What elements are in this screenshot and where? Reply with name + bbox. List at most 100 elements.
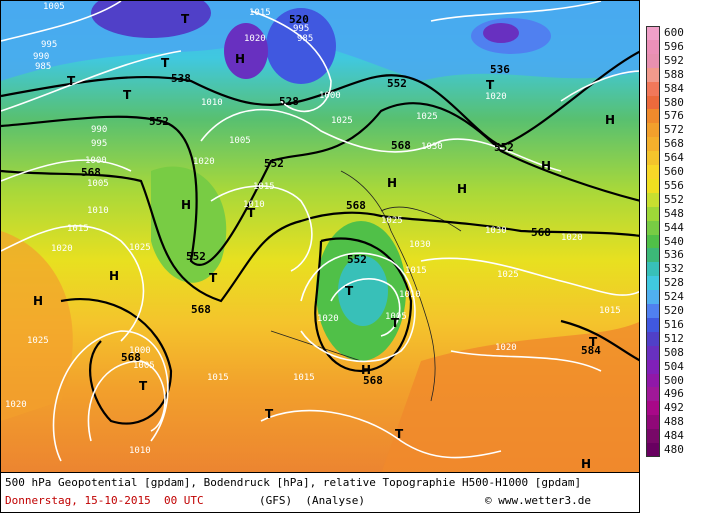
geopotential-label-536: 536 [490, 63, 510, 76]
geopotential-label-568: 568 [531, 226, 551, 239]
pressure-label: 1015 [405, 266, 427, 276]
high-marker: H [361, 363, 371, 377]
high-marker: H [605, 113, 615, 127]
legend-swatch [646, 290, 660, 305]
legend-label: 532 [664, 262, 684, 276]
pressure-label: 1010 [87, 206, 109, 216]
pressure-label: 1015 [599, 306, 621, 316]
high-marker: H [457, 182, 467, 196]
legend-label: 588 [664, 67, 684, 81]
copyright: © www.wetter3.de [485, 494, 591, 507]
low-marker: T [123, 88, 132, 102]
map-description: 500 hPa Geopotential [gpdam], Bodendruck… [5, 476, 582, 489]
pressure-label: 1005 [229, 136, 251, 146]
legend-row-520: 520 [642, 304, 704, 318]
legend-swatch [646, 443, 660, 457]
legend-swatch [646, 53, 660, 68]
pressure-label: 1015 [249, 8, 271, 18]
geopotential-label-568: 568 [191, 303, 211, 316]
legend-swatch [646, 67, 660, 82]
legend-row-536: 536 [642, 248, 704, 263]
deep-low-core [224, 23, 268, 79]
legend-swatch [646, 206, 660, 221]
legend-swatch [646, 151, 660, 166]
legend-swatch [646, 262, 660, 277]
geopotential-label-538: 538 [171, 72, 191, 85]
legend-swatch [646, 387, 660, 402]
geopotential-label-568: 568 [391, 139, 411, 152]
pressure-label: 985 [35, 62, 51, 72]
legend-row-548: 548 [642, 206, 704, 221]
legend-row-512: 512 [642, 331, 704, 346]
low-marker: T [486, 78, 495, 92]
legend-row-572: 572 [642, 123, 704, 138]
low-marker: T [67, 74, 76, 88]
pressure-label: 1020 [495, 343, 517, 353]
legend-label: 564 [664, 151, 684, 165]
forecast-date: Donnerstag, 15-10-2015 00 UTC [5, 494, 204, 507]
geopotential-label-552: 552 [264, 157, 284, 170]
high-marker: H [33, 294, 43, 308]
pressure-label: 995 [91, 139, 107, 149]
legend-label: 484 [664, 429, 684, 443]
legend-label: 592 [664, 53, 684, 67]
legend-row-576: 576 [642, 109, 704, 124]
legend-row-596: 596 [642, 39, 704, 54]
legend-row-544: 544 [642, 220, 704, 235]
geopotential-label-552: 552 [387, 77, 407, 90]
geopotential-label-552: 552 [149, 115, 169, 128]
pressure-label: 985 [297, 34, 313, 44]
pressure-label: 1000 [129, 346, 151, 356]
model-info: (GFS) (Analyse) [259, 494, 365, 507]
legend-swatch [646, 345, 660, 360]
low-marker: T [209, 271, 218, 285]
low-core-north [266, 8, 336, 84]
legend-swatch [646, 165, 660, 179]
low-marker: T [395, 427, 404, 441]
pressure-label: 1000 [85, 156, 107, 166]
trough-atlantic [151, 166, 227, 283]
legend-label: 568 [664, 137, 684, 151]
warm-air-southeast [381, 321, 639, 472]
legend-swatch [646, 359, 660, 374]
legend-row-532: 532 [642, 262, 704, 277]
legend-row-496: 496 [642, 387, 704, 402]
legend-swatch [646, 123, 660, 138]
pressure-label: 995 [293, 24, 309, 34]
legend-label: 548 [664, 206, 684, 220]
pressure-label: 1015 [293, 373, 315, 383]
legend-row-584: 584 [642, 81, 704, 96]
legend-swatch [646, 39, 660, 54]
legend-swatch [646, 81, 660, 96]
legend-row-480: 480 [642, 443, 704, 457]
pressure-label: 1030 [485, 226, 507, 236]
legend-label: 508 [664, 345, 684, 359]
legend-label: 536 [664, 248, 684, 262]
legend-label: 576 [664, 109, 684, 123]
legend-row-580: 580 [642, 95, 704, 110]
high-marker: H [581, 457, 591, 471]
pressure-label: 1015 [67, 224, 89, 234]
pressure-label: 1020 [561, 233, 583, 243]
legend-label: 560 [664, 165, 684, 178]
low-marker: T [161, 56, 170, 70]
legend-row-588: 588 [642, 67, 704, 82]
legend-row-484: 484 [642, 429, 704, 444]
legend-swatch [646, 95, 660, 110]
low-marker: T [391, 316, 400, 330]
legend-label: 600 [664, 26, 684, 39]
legend-label: 596 [664, 39, 684, 53]
pressure-label: 1030 [421, 142, 443, 152]
legend-label: 496 [664, 387, 684, 401]
pressure-label: 1020 [193, 157, 215, 167]
legend-label: 520 [664, 304, 684, 317]
high-marker: H [235, 52, 245, 66]
pressure-label: 1005 [385, 312, 407, 322]
warm-air-west [1, 231, 73, 421]
pressure-label: 990 [91, 125, 107, 135]
legend-row-492: 492 [642, 401, 704, 416]
high-marker: H [541, 159, 551, 173]
low-marker: T [139, 379, 148, 393]
low-marker: T [589, 335, 598, 349]
legend-row-516: 516 [642, 317, 704, 332]
